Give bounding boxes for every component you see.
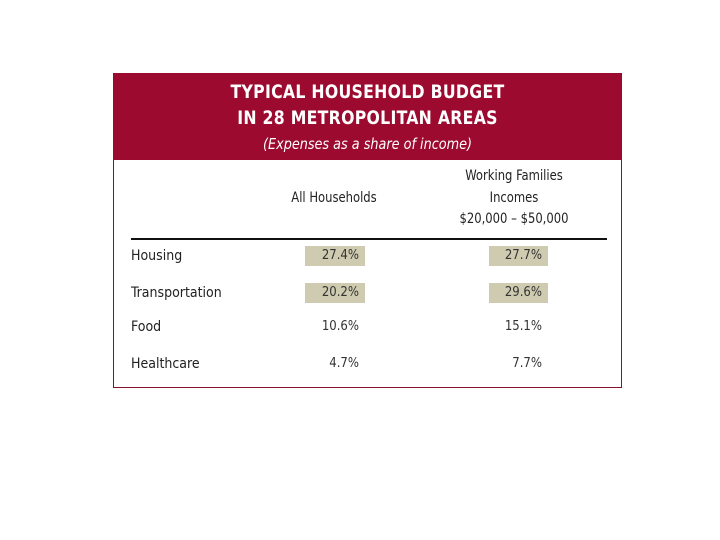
column-header-working-line3: $20,000 – $50,000: [459, 211, 569, 227]
table-row-food: Food 10.6% 15.1%: [114, 317, 621, 339]
title-line-1: TYPICAL HOUSEHOLD BUDGET: [230, 81, 505, 103]
column-header-working-line2: Incomes: [489, 190, 539, 206]
value-working-families: 27.7%: [489, 246, 548, 266]
table-row-transportation: Transportation 20.2% 29.6%: [114, 283, 621, 305]
value-working-families: 15.1%: [504, 319, 542, 334]
value-all-households: 20.2%: [305, 283, 365, 303]
value-working-families: 29.6%: [489, 283, 548, 303]
row-label: Housing: [131, 248, 183, 264]
subtitle: (Expenses as a share of income): [263, 135, 472, 153]
table-header: TYPICAL HOUSEHOLD BUDGET IN 28 METROPOLI…: [114, 73, 621, 160]
column-header-working-line1: Working Families: [465, 168, 563, 184]
value-working-families: 7.7%: [512, 356, 542, 371]
budget-table-card: TYPICAL HOUSEHOLD BUDGET IN 28 METROPOLI…: [113, 73, 622, 388]
value-all-households: 10.6%: [321, 319, 359, 334]
table-row-housing: Housing 27.4% 27.7%: [114, 246, 621, 268]
row-label: Healthcare: [131, 356, 200, 372]
title-line-2: IN 28 METROPOLITAN AREAS: [237, 107, 498, 129]
row-label: Food: [131, 319, 162, 335]
header-divider: [131, 238, 607, 240]
row-label: Transportation: [131, 285, 222, 301]
column-header-all-households: All Households: [291, 190, 377, 206]
value-all-households: 4.7%: [329, 356, 359, 371]
value-all-households: 27.4%: [305, 246, 365, 266]
table-row-healthcare: Healthcare 4.7% 7.7%: [114, 354, 621, 376]
